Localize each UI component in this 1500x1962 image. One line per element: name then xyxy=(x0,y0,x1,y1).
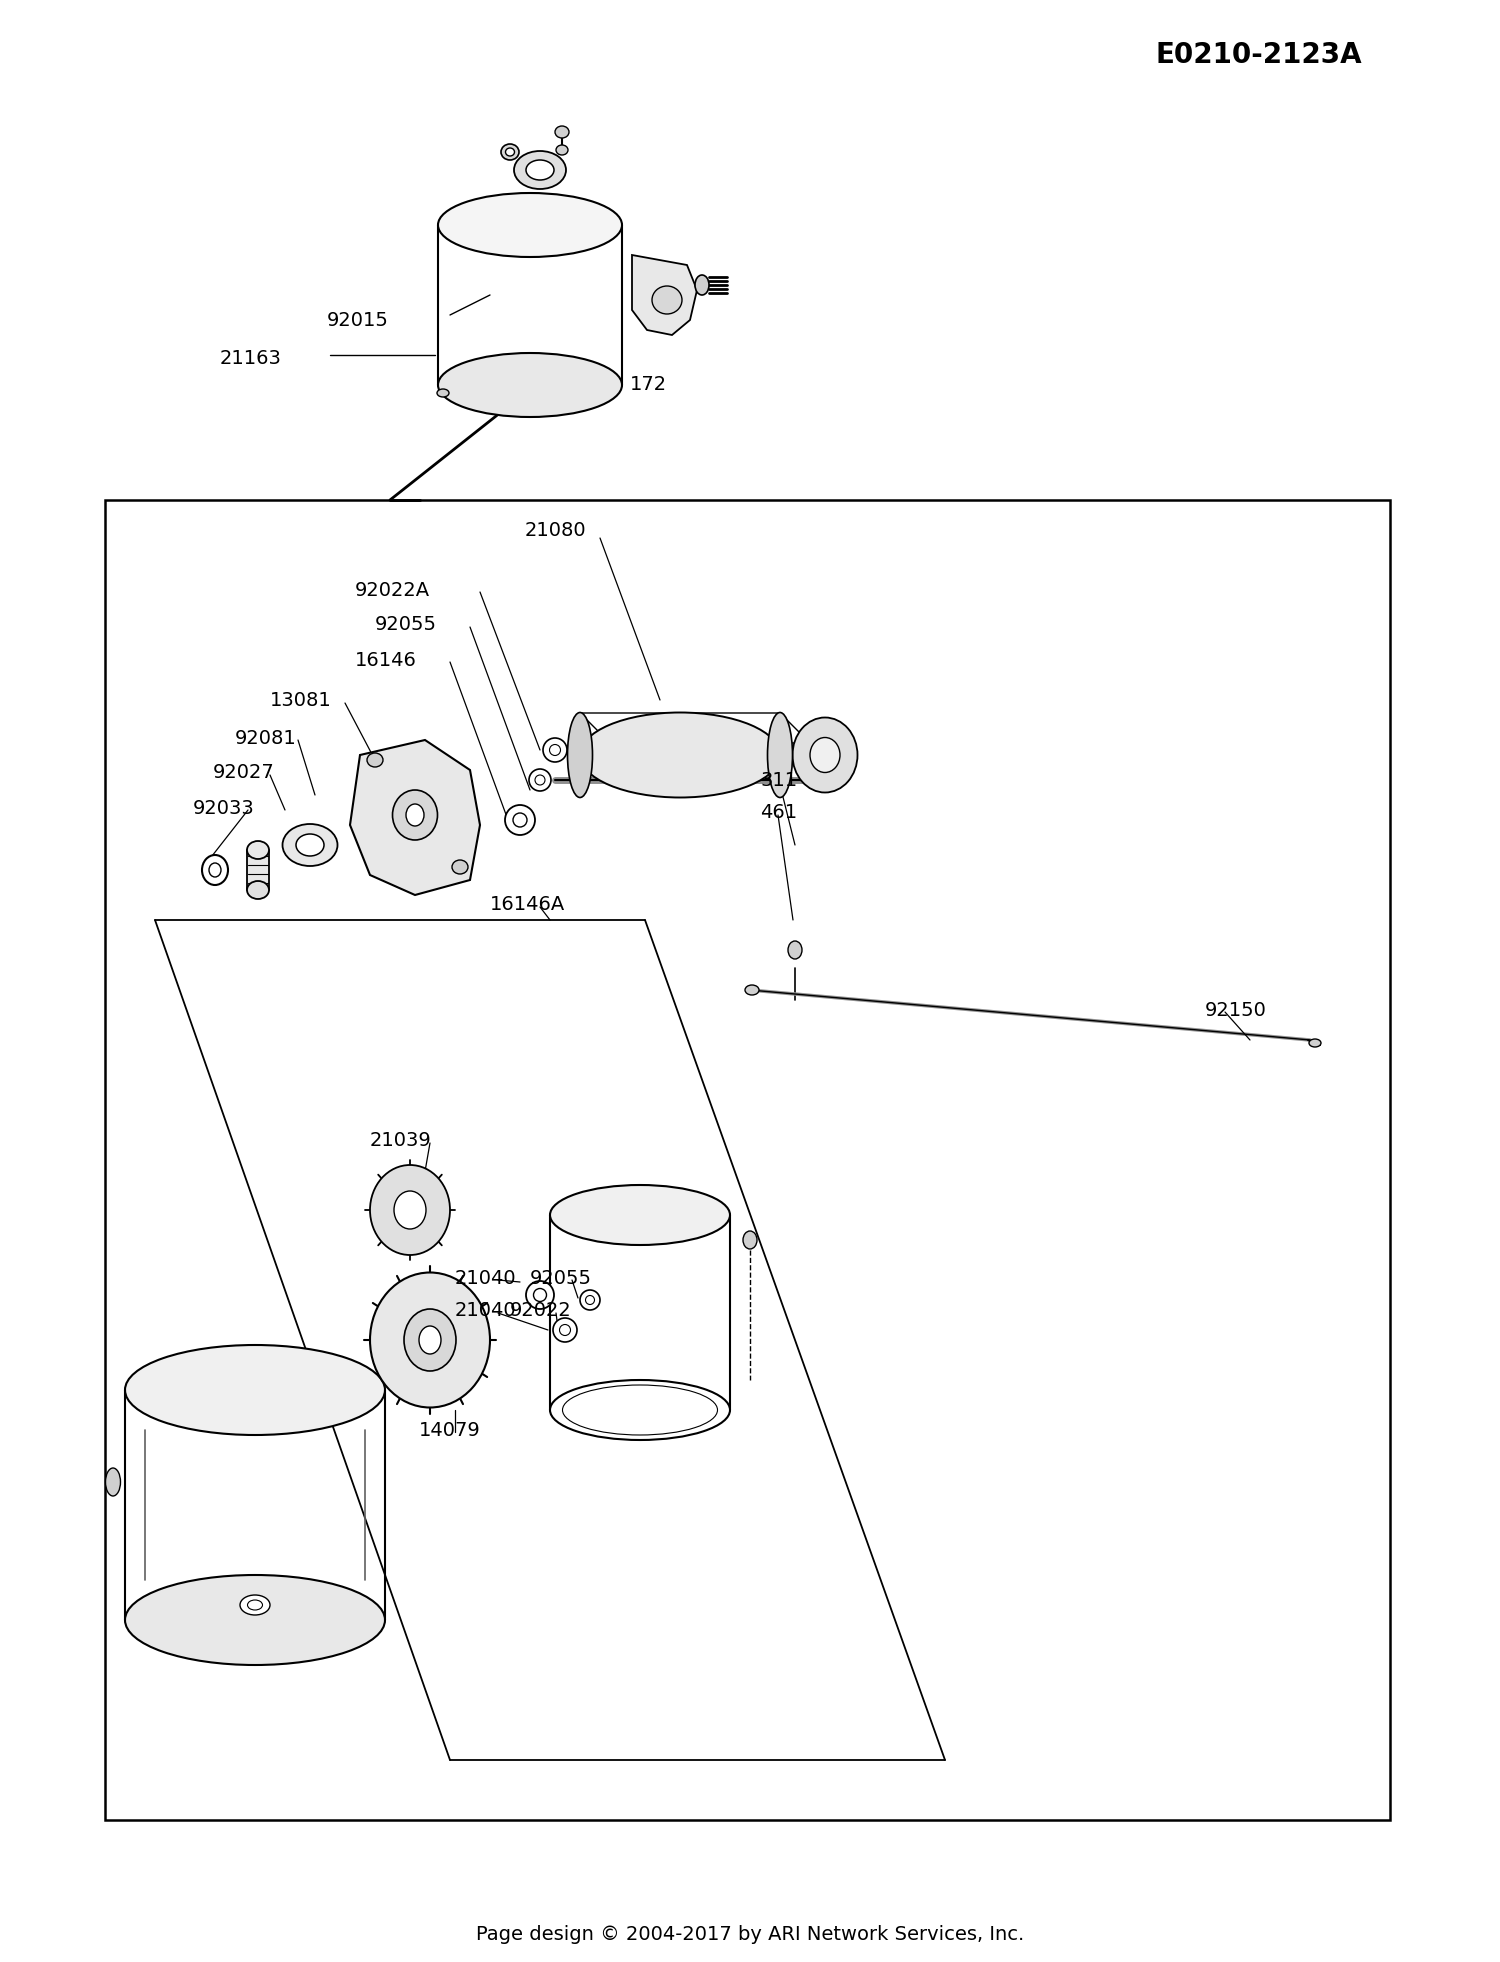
Ellipse shape xyxy=(513,812,526,828)
Ellipse shape xyxy=(556,145,568,155)
Ellipse shape xyxy=(240,1595,270,1615)
Ellipse shape xyxy=(1310,1040,1322,1048)
Ellipse shape xyxy=(282,824,338,865)
Ellipse shape xyxy=(248,842,268,859)
Ellipse shape xyxy=(452,859,468,873)
Ellipse shape xyxy=(124,1575,386,1666)
Text: 92022: 92022 xyxy=(510,1301,572,1320)
Ellipse shape xyxy=(543,738,567,761)
Ellipse shape xyxy=(534,1289,546,1301)
Polygon shape xyxy=(632,255,698,336)
Text: Page design © 2004-2017 by ARI Network Services, Inc.: Page design © 2004-2017 by ARI Network S… xyxy=(476,1925,1024,1944)
Ellipse shape xyxy=(550,1185,730,1246)
Text: 14079: 14079 xyxy=(419,1420,482,1440)
Bar xyxy=(248,850,268,891)
Ellipse shape xyxy=(202,855,228,885)
Polygon shape xyxy=(580,712,810,744)
Ellipse shape xyxy=(792,718,858,793)
Ellipse shape xyxy=(526,1281,554,1309)
Ellipse shape xyxy=(514,151,566,188)
Ellipse shape xyxy=(810,738,840,773)
Ellipse shape xyxy=(530,769,550,791)
Ellipse shape xyxy=(438,192,622,257)
Ellipse shape xyxy=(560,1324,570,1336)
Ellipse shape xyxy=(652,286,682,314)
Text: 92081: 92081 xyxy=(236,728,297,748)
Text: 461: 461 xyxy=(760,802,796,822)
Ellipse shape xyxy=(526,161,554,181)
Ellipse shape xyxy=(562,1385,717,1434)
Text: 92015: 92015 xyxy=(327,310,388,330)
Ellipse shape xyxy=(549,744,561,755)
Ellipse shape xyxy=(105,1468,120,1495)
Text: 92022A: 92022A xyxy=(356,581,430,600)
Ellipse shape xyxy=(419,1326,441,1354)
Text: ARI: ARI xyxy=(285,924,1215,1395)
Ellipse shape xyxy=(567,712,592,797)
Ellipse shape xyxy=(788,942,802,959)
Text: 92150: 92150 xyxy=(1204,1001,1268,1020)
Text: 92027: 92027 xyxy=(213,763,274,783)
Text: 21039: 21039 xyxy=(370,1130,432,1150)
Ellipse shape xyxy=(550,1379,730,1440)
Text: 13081: 13081 xyxy=(270,691,332,710)
Ellipse shape xyxy=(585,1295,594,1305)
Text: 16146: 16146 xyxy=(356,651,417,669)
Ellipse shape xyxy=(768,712,792,797)
Text: 92055: 92055 xyxy=(530,1269,592,1287)
Ellipse shape xyxy=(394,1191,426,1228)
Ellipse shape xyxy=(555,126,568,137)
Text: 21040: 21040 xyxy=(454,1269,516,1287)
Ellipse shape xyxy=(296,834,324,855)
Text: 92055: 92055 xyxy=(375,616,436,634)
Text: 16146A: 16146A xyxy=(490,895,566,914)
Ellipse shape xyxy=(406,804,424,826)
Ellipse shape xyxy=(248,881,268,899)
Ellipse shape xyxy=(370,1273,490,1407)
Polygon shape xyxy=(350,740,480,895)
Ellipse shape xyxy=(124,1346,386,1434)
Text: 311: 311 xyxy=(760,771,796,789)
Text: 21080: 21080 xyxy=(524,520,586,540)
Ellipse shape xyxy=(368,753,382,767)
Text: 21163: 21163 xyxy=(220,349,282,367)
Ellipse shape xyxy=(506,147,515,157)
Text: 21040: 21040 xyxy=(454,1301,516,1320)
Ellipse shape xyxy=(536,775,544,785)
Ellipse shape xyxy=(404,1309,456,1371)
Ellipse shape xyxy=(209,863,220,877)
Ellipse shape xyxy=(742,1230,758,1250)
Ellipse shape xyxy=(746,985,759,995)
Text: 172: 172 xyxy=(630,375,668,394)
Text: 92033: 92033 xyxy=(194,799,255,818)
Ellipse shape xyxy=(501,143,519,161)
Text: E0210-2123A: E0210-2123A xyxy=(1155,41,1362,69)
Bar xyxy=(105,500,1390,1821)
Ellipse shape xyxy=(554,1318,578,1342)
Ellipse shape xyxy=(580,1289,600,1311)
Ellipse shape xyxy=(580,712,780,797)
Ellipse shape xyxy=(506,804,536,836)
Ellipse shape xyxy=(393,791,438,840)
Ellipse shape xyxy=(370,1165,450,1256)
Ellipse shape xyxy=(436,388,448,396)
Ellipse shape xyxy=(438,353,622,418)
Ellipse shape xyxy=(248,1599,262,1611)
Ellipse shape xyxy=(694,275,709,294)
